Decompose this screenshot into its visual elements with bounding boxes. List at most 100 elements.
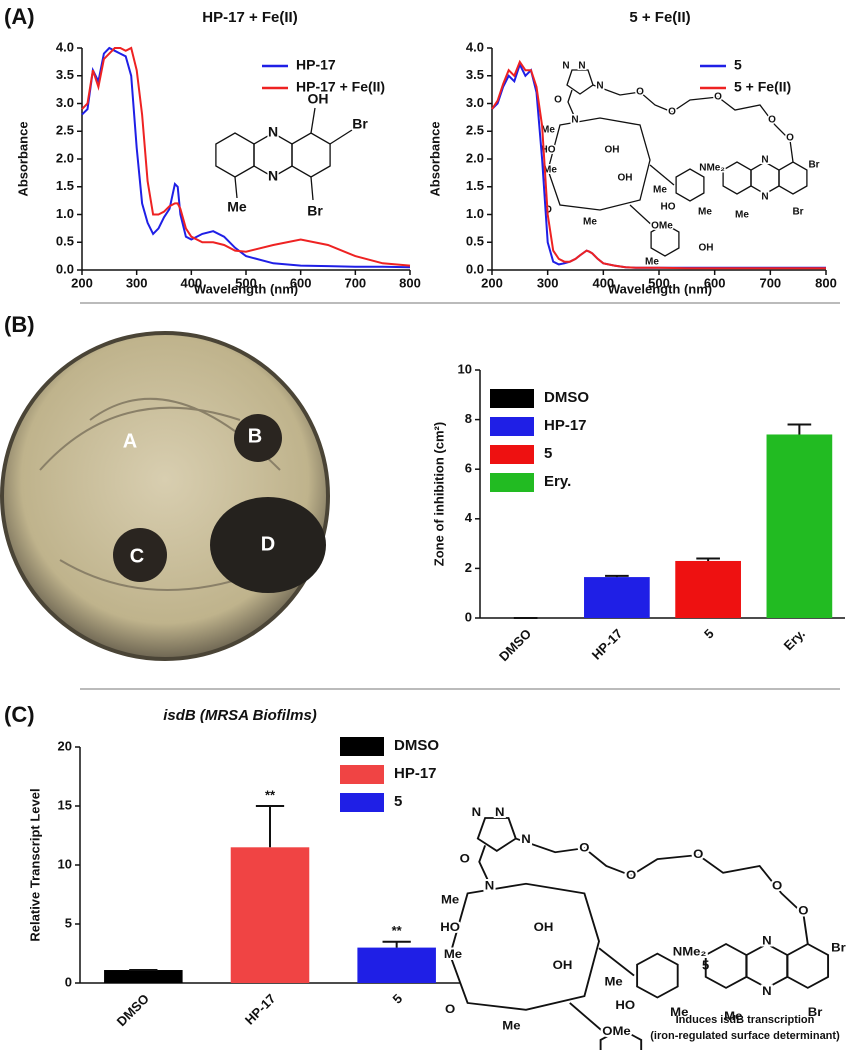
y-tick-label: 10 (458, 361, 472, 376)
atom-label: O (445, 1001, 455, 1016)
bond (567, 89, 576, 119)
bar (766, 434, 833, 618)
legend-swatch (490, 473, 534, 492)
y-tick-label: 3.0 (56, 95, 74, 110)
error-bar (696, 557, 720, 561)
y-tick-label: 20 (58, 738, 72, 753)
atom-label: N (761, 192, 768, 203)
x-axis-label: Wavelength (nm) (608, 281, 712, 296)
atom-label: N (762, 984, 771, 999)
atom-label: Br (831, 940, 846, 955)
error-bar (787, 423, 812, 435)
legend-label: DMSO (544, 389, 589, 406)
atom-label: O (693, 847, 703, 862)
y-tick-label: 3.5 (466, 67, 484, 82)
bar (230, 847, 310, 983)
y-tick-label: 0 (465, 609, 472, 624)
error-bar (255, 805, 285, 848)
y-tick-label: 2.5 (466, 123, 484, 138)
plate-label: D (261, 533, 275, 555)
atom-label: N (268, 124, 278, 140)
x-tick-label: 700 (759, 275, 781, 290)
bond (592, 84, 794, 163)
x-tick-label: Ery. (781, 626, 808, 653)
bond (310, 107, 316, 134)
y-tick-label: 1.5 (466, 178, 484, 193)
x-tick-label: DMSO (114, 991, 152, 1029)
atom-label: NMe₂ (673, 944, 707, 959)
legend-label: HP-17 (394, 765, 437, 782)
bar (675, 560, 741, 618)
atom-label: OH (308, 91, 329, 107)
x-tick-label: 800 (815, 275, 837, 290)
bond (310, 176, 314, 201)
legend-swatch (340, 765, 384, 784)
y-tick-label: 0.5 (466, 234, 484, 249)
y-tick-label: 3.0 (466, 95, 484, 110)
y-tick-label: 4 (465, 510, 473, 525)
y-tick-label: 4.0 (56, 39, 74, 54)
atom-label: Br (808, 160, 819, 171)
atom-label: O (554, 95, 562, 106)
structure-compound-5-large: NNNNOOOOOOMeHOOHMeOHMeNMe₂HOMeOMeOMeOHMe… (438, 802, 848, 1050)
atom-label: Me (444, 947, 462, 962)
x-tick-label: HP-17 (589, 626, 626, 663)
chart-title: 5 + Fe(II) (629, 9, 690, 26)
x-tick-label: 5 (701, 626, 717, 642)
atom-label: N (472, 804, 481, 819)
chart-title: HP-17 + Fe(II) (202, 9, 297, 26)
atom-label: Me (653, 185, 667, 196)
legend-swatch (490, 445, 534, 464)
atom-label: N (578, 61, 585, 72)
line-series (81, 46, 411, 267)
y-tick-label: 2 (465, 560, 472, 575)
atom-label: Me (583, 217, 597, 228)
atom-label: HO (661, 202, 676, 213)
atom-label: Me (735, 210, 749, 221)
atom-label: Br (808, 1004, 823, 1019)
atom-label: O (772, 878, 782, 893)
atom-label: N (521, 832, 530, 847)
atom-label: O (460, 851, 470, 866)
atom-label: O (579, 840, 589, 855)
atom-label: N (268, 168, 278, 184)
legend-label: HP-17 + Fe(II) (296, 79, 385, 95)
legend-label: HP-17 (296, 57, 336, 73)
y-tick-label: 5 (65, 915, 72, 930)
bond-ring (215, 132, 255, 178)
bond-ring (778, 161, 808, 195)
legend-swatch (340, 737, 384, 756)
x-tick-label: 400 (592, 275, 614, 290)
y-axis-label: Zone of inhibition (cm²) (431, 422, 446, 566)
x-tick-label: 700 (344, 275, 366, 290)
atom-label: O (768, 115, 776, 126)
y-axis-label: Relative Transcript Level (27, 788, 42, 941)
atom-label: Me (502, 1018, 520, 1033)
bond-ring (750, 161, 780, 195)
bond (569, 1002, 607, 1036)
line-series (81, 46, 411, 269)
y-tick-label: 8 (465, 411, 472, 426)
atom-label: OH (605, 145, 620, 156)
x-tick-label: 300 (537, 275, 559, 290)
y-axis-label: Absorbance (427, 121, 442, 196)
x-tick-label: 600 (704, 275, 726, 290)
y-tick-label: 2.5 (56, 123, 74, 138)
atom-label: Br (352, 116, 368, 132)
plate-photo (0, 331, 330, 661)
bond (598, 947, 635, 977)
bond-ring (636, 952, 679, 999)
y-tick-label: 0.5 (56, 234, 74, 249)
y-tick-label: 1.5 (56, 178, 74, 193)
atom-label: Me (541, 125, 555, 136)
atom-label: Br (307, 203, 323, 219)
x-tick-label: 400 (180, 275, 202, 290)
x-tick-label: DMSO (496, 626, 534, 664)
bond-ring (704, 943, 748, 989)
atom-label: HO (615, 997, 635, 1012)
atom-label: O (798, 903, 808, 918)
bar (584, 577, 650, 618)
atom-label: Me (227, 199, 247, 215)
atom-label: HO (440, 919, 460, 934)
x-tick-label: 300 (126, 275, 148, 290)
